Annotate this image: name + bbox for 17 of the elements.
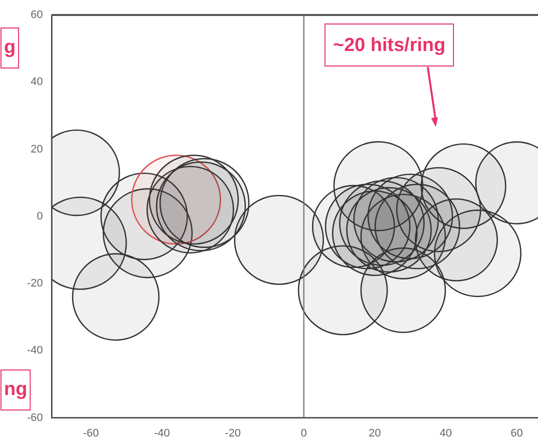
x-tick-label: 0 bbox=[300, 427, 307, 440]
x-tick-label: -60 bbox=[82, 427, 99, 440]
y-tick-label: -20 bbox=[26, 278, 43, 290]
x-tick-label: -20 bbox=[224, 427, 241, 440]
y-tick-label: 0 bbox=[36, 210, 43, 222]
y-tick-label: 40 bbox=[30, 76, 43, 88]
x-tick-label: 60 bbox=[510, 427, 523, 440]
y-tick-label: 60 bbox=[30, 9, 43, 22]
y-tick-label: -40 bbox=[26, 344, 43, 357]
text: ng bbox=[4, 379, 28, 400]
x-tick-label: -40 bbox=[154, 427, 170, 440]
annotation: ~20 hits/ring bbox=[333, 35, 446, 56]
x-tick-label: 20 bbox=[368, 427, 381, 440]
text: g bbox=[4, 37, 16, 58]
y-tick-label: -60 bbox=[26, 412, 43, 424]
x-tick-label: 40 bbox=[440, 427, 452, 440]
y-tick-label: 20 bbox=[30, 143, 43, 156]
